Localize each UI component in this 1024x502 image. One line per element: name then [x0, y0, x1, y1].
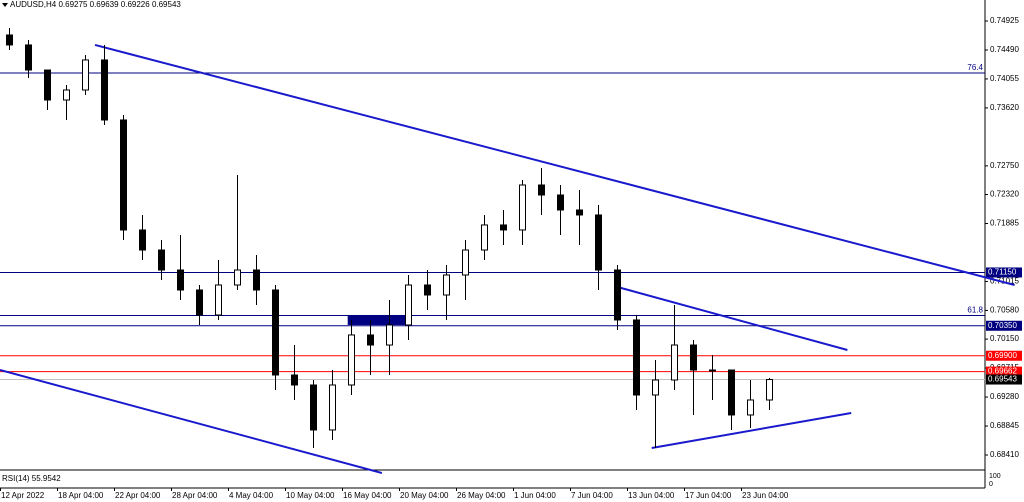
candle-body: [272, 289, 279, 376]
price-label-box: [986, 267, 1022, 278]
candle-body: [633, 319, 640, 396]
y-tick-label: 0.72750: [990, 161, 1019, 170]
y-tick-label: 0.68845: [990, 421, 1019, 430]
candle-body: [253, 269, 260, 291]
candle-body: [44, 69, 51, 101]
x-tick-label: 17 Jun 04:00: [685, 491, 732, 500]
x-tick-label: 26 May 04:00: [457, 491, 506, 500]
candle-body: [196, 289, 203, 316]
price-label: 0.70350: [988, 321, 1017, 330]
candle-body: [462, 249, 469, 276]
y-tick-label: 0.68410: [990, 450, 1019, 459]
trendline: [617, 286, 848, 351]
candle-body: [215, 284, 222, 316]
y-tick-label: 0.74490: [990, 45, 1019, 54]
y-tick-label: 0.72320: [990, 190, 1019, 199]
candle-body: [291, 374, 298, 386]
fib-label: 61.8: [967, 306, 983, 315]
y-tick-label: 0.74055: [990, 74, 1019, 83]
candle-body: [538, 184, 545, 196]
indicator-tick: 100: [989, 473, 1001, 480]
candle-body: [120, 119, 127, 231]
price-label: 0.69543: [988, 375, 1017, 384]
candle-body: [690, 344, 697, 371]
candle-body: [500, 224, 507, 231]
candle-body: [576, 209, 583, 216]
candle-body: [614, 269, 621, 321]
candle-body: [709, 369, 716, 372]
candle-body: [747, 399, 754, 416]
indicator-label: RSI(14) 55.9542: [2, 474, 61, 483]
trendline: [94, 44, 1015, 286]
candle-body: [728, 369, 735, 416]
x-tick-label: 4 May 04:00: [229, 491, 274, 500]
candle-body: [671, 344, 678, 381]
x-tick-label: 10 May 04:00: [286, 491, 335, 500]
y-tick-label: 0.70150: [990, 334, 1019, 343]
header-low: 0.69226: [121, 0, 150, 9]
price-label-box: [986, 374, 1022, 385]
candle-body: [25, 44, 32, 71]
candle-body: [595, 214, 602, 271]
y-tick-label: 0.71885: [990, 219, 1019, 228]
header-high: 0.69639: [90, 0, 119, 9]
y-tick-label: 0.74925: [990, 16, 1019, 25]
price-label-box: [986, 350, 1022, 361]
price-label: 0.69662: [988, 367, 1017, 376]
candle-body: [367, 334, 374, 346]
y-tick-label: 0.73620: [990, 103, 1019, 112]
candle-body: [348, 334, 355, 386]
candle-body: [158, 249, 165, 271]
trendline: [0, 369, 383, 474]
x-tick-label: 13 Jun 04:00: [628, 491, 675, 500]
header-open: 0.69275: [58, 0, 87, 9]
candle-body: [405, 284, 412, 326]
candle-body: [766, 379, 773, 401]
price-label: 0.69900: [988, 351, 1017, 360]
symbol: AUDUSD,H4: [10, 0, 57, 9]
candle-body: [557, 194, 564, 211]
candle-body: [519, 184, 526, 231]
candle-body: [329, 384, 336, 431]
candle-body: [6, 34, 13, 46]
zone-rectangle: [347, 314, 409, 325]
y-tick-label: 0.70580: [990, 306, 1019, 315]
x-tick-label: 16 May 04:00: [343, 491, 392, 500]
candle-body: [652, 379, 659, 396]
indicator-tick: 0: [989, 481, 993, 488]
x-tick-label: 22 Apr 04:00: [115, 491, 161, 500]
candle-body: [310, 384, 317, 431]
candle-body: [63, 89, 70, 101]
trendline: [651, 411, 852, 450]
x-tick-label: 1 Jun 04:00: [514, 491, 556, 500]
candle-body: [481, 224, 488, 251]
candle-body: [139, 229, 146, 251]
price-label-box: [986, 366, 1022, 377]
fib-label: 76.4: [967, 63, 983, 72]
candle-body: [234, 269, 241, 286]
x-tick-label: 18 Apr 04:00: [58, 491, 104, 500]
candle-body: [386, 324, 393, 346]
x-tick-label: 12 Apr 2022: [1, 491, 45, 500]
x-tick-label: 28 Apr 04:00: [172, 491, 218, 500]
candle-body: [424, 284, 431, 296]
chart-header: AUDUSD,H4 0.69275 0.69639 0.69226 0.6954…: [10, 0, 181, 9]
x-tick-label: 20 May 04:00: [400, 491, 449, 500]
symbol-icon: [2, 3, 8, 7]
candle-body: [101, 59, 108, 121]
candle-body: [177, 269, 184, 291]
candle-body: [443, 274, 450, 296]
x-tick-label: 23 Jun 04:00: [742, 491, 789, 500]
y-tick-label: 0.69280: [990, 392, 1019, 401]
y-tick-label: 0.71015: [990, 277, 1019, 286]
candle-body: [82, 59, 89, 91]
price-label: 0.71150: [988, 268, 1017, 277]
price-label-box: [986, 320, 1022, 331]
x-tick-label: 7 Jun 04:00: [571, 491, 613, 500]
header-close: 0.69543: [152, 0, 181, 9]
